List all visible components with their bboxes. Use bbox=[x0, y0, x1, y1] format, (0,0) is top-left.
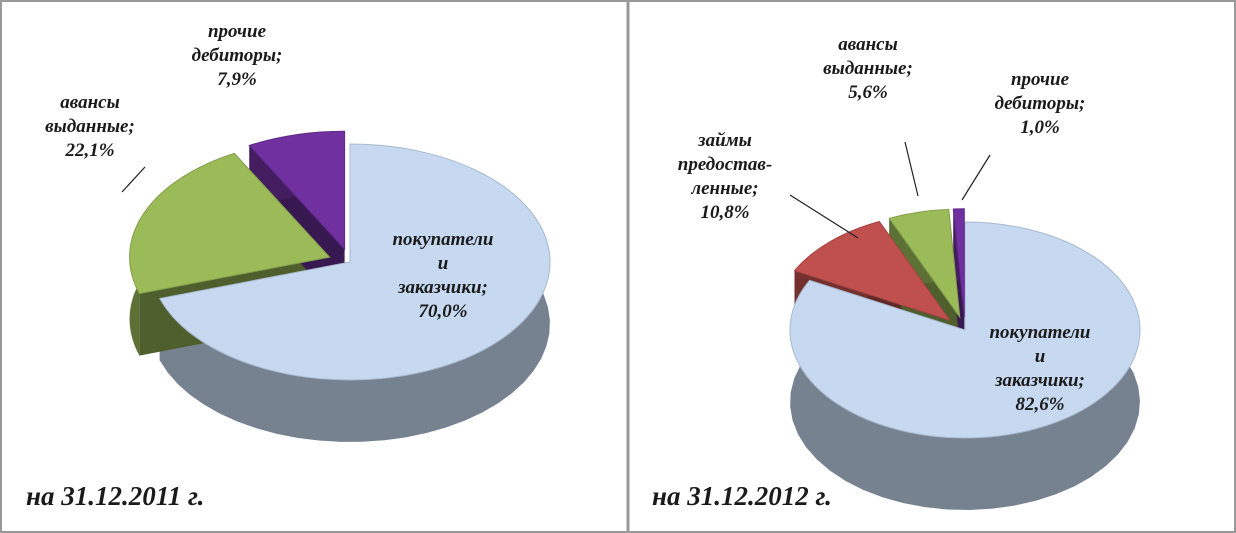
leader-line bbox=[904, 141, 919, 197]
label-line: авансы bbox=[60, 92, 120, 113]
slice bbox=[129, 152, 331, 295]
label-line: ленные; bbox=[690, 178, 758, 199]
label-line: и bbox=[438, 253, 449, 274]
slice-label: покупатели и заказчики; 82,6% bbox=[989, 322, 1090, 415]
slice-label: покупатели и заказчики; 70,0% bbox=[392, 229, 493, 322]
value-label: 10,8% bbox=[700, 202, 749, 223]
slice bbox=[952, 208, 965, 317]
value-label: 1,0% bbox=[1020, 117, 1060, 138]
slice-label: авансы выданные; 5,6% bbox=[823, 34, 913, 103]
slice bbox=[793, 220, 952, 322]
value-label: 22,1% bbox=[64, 140, 114, 161]
label-line: предостав- bbox=[678, 154, 772, 175]
label-line: выданные; bbox=[45, 116, 135, 137]
slice-label: прочие дебиторы; 1,0% bbox=[995, 69, 1086, 138]
value-label: 82,6% bbox=[1015, 394, 1064, 415]
leader-line bbox=[961, 154, 991, 201]
slice-label: прочие дебиторы; 7,9% bbox=[192, 21, 283, 90]
label-line: авансы bbox=[838, 34, 898, 55]
leader-line bbox=[789, 194, 859, 239]
value-label: 5,6% bbox=[848, 82, 888, 103]
slice bbox=[888, 208, 961, 320]
label-line: покупатели bbox=[392, 229, 493, 250]
slice bbox=[248, 130, 346, 251]
leader-line bbox=[121, 166, 146, 193]
slice-label: авансы выданные; 22,1% bbox=[45, 92, 135, 161]
label-line: и bbox=[1035, 346, 1046, 367]
label-line: покупатели bbox=[989, 322, 1090, 343]
label-line: дебиторы; bbox=[192, 45, 283, 66]
label-line: прочие bbox=[208, 21, 267, 42]
label-line: прочие bbox=[1011, 69, 1070, 90]
chart-title: на 31.12.2011 г. bbox=[26, 481, 204, 511]
slice bbox=[789, 221, 1141, 439]
chart-title: на 31.12.2012 г. bbox=[652, 481, 832, 511]
label-line: займы bbox=[697, 130, 752, 151]
slice bbox=[159, 143, 551, 381]
label-line: заказчики; bbox=[994, 370, 1085, 391]
value-label: 70,0% bbox=[418, 301, 467, 322]
slice-label: займы предостав-ленные; 10,8% bbox=[678, 130, 772, 223]
label-line: заказчики; bbox=[397, 277, 488, 298]
label-line: выданные; bbox=[823, 58, 913, 79]
label-line: дебиторы; bbox=[995, 93, 1086, 114]
value-label: 7,9% bbox=[217, 69, 257, 90]
